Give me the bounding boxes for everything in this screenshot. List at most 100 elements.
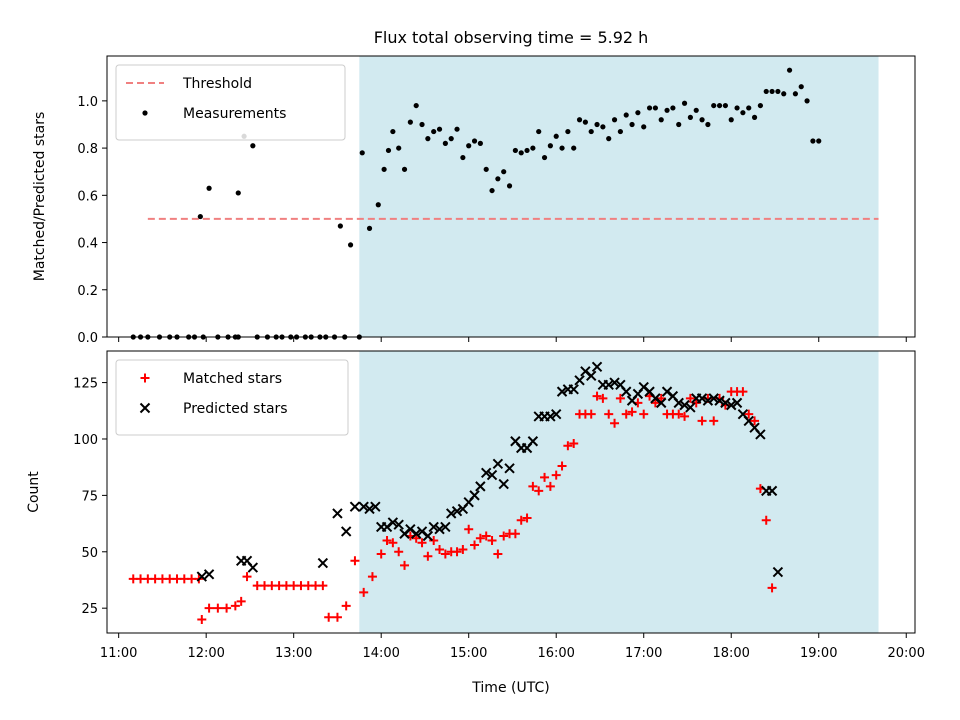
data-point — [385, 147, 392, 154]
data-point — [810, 138, 816, 144]
data-point — [340, 526, 352, 537]
data-point — [454, 126, 460, 132]
data-point — [699, 117, 705, 123]
data-point — [436, 126, 443, 132]
data-point — [434, 524, 445, 535]
data-point — [609, 377, 620, 388]
data-point — [518, 150, 524, 156]
data-point — [615, 393, 625, 403]
data-point — [763, 88, 769, 95]
data-point — [359, 150, 365, 156]
data-point — [460, 154, 466, 161]
data-point — [382, 536, 392, 546]
data-point — [417, 538, 427, 548]
data-point — [629, 121, 635, 128]
data-point — [556, 386, 568, 397]
data-point — [738, 387, 748, 397]
data-point — [506, 183, 513, 189]
data-point — [528, 481, 538, 491]
data-point — [769, 88, 775, 95]
data-point — [236, 596, 246, 606]
data-point — [734, 105, 740, 111]
data-point — [591, 361, 603, 372]
data-point — [664, 107, 670, 113]
legend-swatch — [139, 402, 151, 414]
data-point — [610, 418, 620, 428]
data-point — [792, 91, 799, 97]
legend: Threshold Measurements — [115, 64, 346, 141]
data-point — [646, 105, 653, 111]
data-point — [685, 402, 696, 413]
data-point — [411, 533, 421, 543]
y-tick-label: 100 — [73, 433, 98, 448]
data-point — [536, 128, 542, 135]
data-point — [540, 472, 550, 482]
data-point — [387, 517, 399, 528]
axes-frame — [106, 350, 916, 634]
legend-box — [115, 359, 349, 436]
data-point — [530, 145, 536, 151]
y-tick-label: 25 — [81, 602, 98, 617]
data-point — [407, 119, 413, 125]
data-point — [702, 395, 714, 406]
data-point — [604, 409, 614, 419]
data-point — [696, 393, 708, 404]
data-point — [586, 409, 596, 419]
data-point — [466, 143, 472, 149]
lower-panel: 25 50 75 100 125 11:00 12:00 13:00 14:00 15:00 16:… — [26, 350, 925, 661]
data-point — [670, 105, 676, 111]
data-point — [524, 147, 530, 154]
data-point — [652, 105, 658, 111]
data-point — [656, 397, 667, 409]
data-point — [547, 143, 553, 149]
data-point — [576, 117, 583, 123]
data-point — [621, 409, 631, 419]
x-tick-label: 11:00 — [100, 646, 137, 661]
data-point — [541, 154, 548, 161]
data-point — [816, 138, 822, 144]
data-point — [425, 136, 431, 142]
data-point — [565, 128, 571, 135]
data-point — [475, 481, 486, 492]
data-point — [600, 124, 606, 130]
y-tick-label: 75 — [81, 489, 98, 504]
data-point — [606, 136, 612, 142]
data-point — [679, 399, 690, 411]
data-point — [204, 603, 214, 613]
data-point — [250, 143, 256, 149]
data-point — [574, 375, 585, 386]
data-point — [376, 549, 386, 559]
y-tick-label: 0.0 — [77, 331, 98, 346]
data-point — [746, 105, 752, 111]
x-tick-label: 13:00 — [275, 646, 312, 661]
data-point — [728, 117, 734, 123]
data-point — [516, 515, 526, 525]
data-point — [751, 114, 758, 120]
data-point — [481, 531, 491, 541]
data-point — [390, 128, 396, 135]
y-tick-label: 1.0 — [77, 95, 98, 110]
data-point — [495, 176, 501, 182]
data-point — [370, 501, 381, 512]
data-point — [197, 614, 207, 624]
data-point — [388, 538, 398, 548]
y-axis-label: Matched/Predicted stars — [32, 112, 48, 282]
data-point — [381, 166, 387, 172]
data-point — [557, 461, 567, 471]
data-point — [673, 397, 684, 409]
data-point — [804, 98, 810, 104]
data-point — [680, 411, 690, 421]
data-point — [755, 429, 766, 440]
data-point — [423, 551, 433, 561]
data-point — [617, 128, 623, 135]
data-point — [551, 408, 562, 420]
data-point — [480, 467, 492, 479]
data-point — [611, 117, 618, 123]
x-tick-label: 14:00 — [362, 646, 399, 661]
data-point — [757, 102, 764, 109]
data-point — [582, 119, 588, 125]
data-point — [448, 136, 454, 142]
data-point — [545, 481, 555, 491]
data-point — [726, 399, 737, 411]
